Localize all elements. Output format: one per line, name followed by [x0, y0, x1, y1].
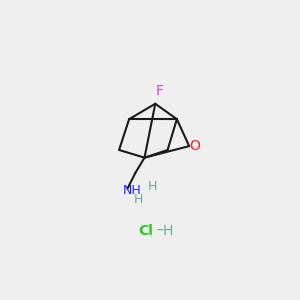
- Text: –: –: [157, 224, 163, 238]
- Text: H: H: [148, 180, 157, 194]
- Text: H: H: [162, 224, 173, 238]
- Text: H: H: [134, 193, 143, 206]
- Text: Cl: Cl: [139, 224, 154, 238]
- Text: NH: NH: [123, 184, 142, 196]
- Text: F: F: [155, 84, 163, 98]
- Text: O: O: [189, 139, 200, 153]
